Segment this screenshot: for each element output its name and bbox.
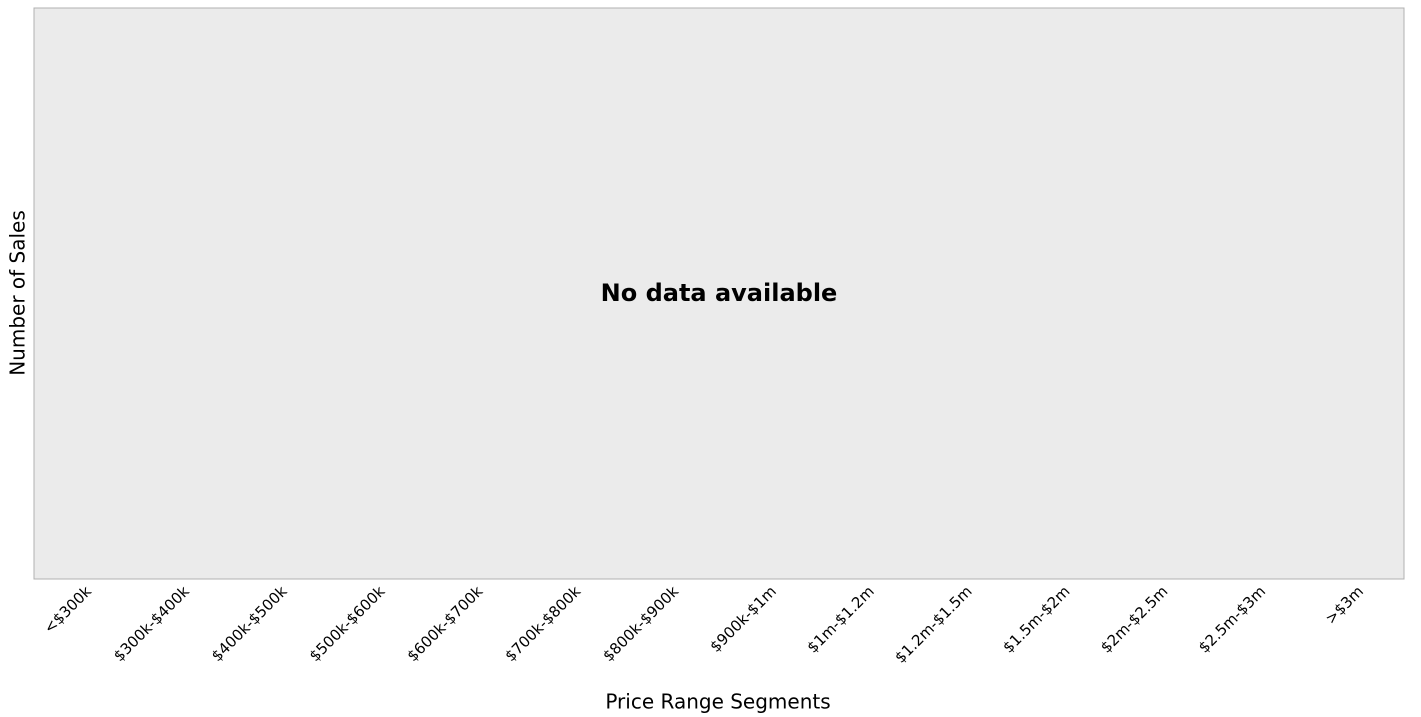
x-tick-label: >$3m <box>1322 582 1367 627</box>
x-tick-label: $300k-$400k <box>110 582 193 665</box>
x-tick-label: $400k-$500k <box>208 582 291 665</box>
x-tick-label: $1.5m-$2m <box>999 582 1073 656</box>
x-tick-label: $2m-$2.5m <box>1097 582 1171 656</box>
plot-area <box>33 7 1405 580</box>
x-tick-label: $900k-$1m <box>706 582 780 656</box>
x-tick-label: $600k-$700k <box>404 582 487 665</box>
x-axis-label: Price Range Segments <box>605 690 830 714</box>
x-tick-label: $800k-$900k <box>599 582 682 665</box>
x-tick-label: $1m-$1.2m <box>803 582 877 656</box>
x-tick-label: $700k-$800k <box>501 582 584 665</box>
x-tick-label: <$300k <box>40 582 95 637</box>
annotation: No data available <box>601 279 838 307</box>
y-axis-label: Number of Sales <box>6 210 30 376</box>
x-tick-label: $2.5m-$3m <box>1195 582 1269 656</box>
x-tick-label: $1.2m-$1.5m <box>891 582 975 666</box>
x-tick-label: $500k-$600k <box>306 582 389 665</box>
